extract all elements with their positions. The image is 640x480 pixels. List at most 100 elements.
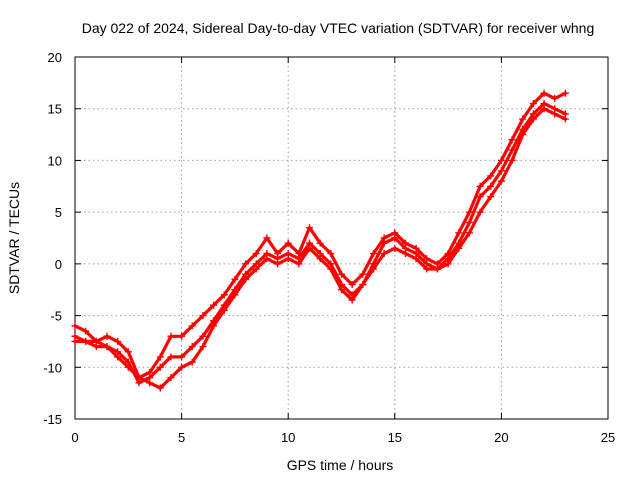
y-tick-label: 15 [48, 102, 62, 117]
data-point [114, 353, 122, 361]
data-point [114, 337, 122, 345]
data-point [188, 343, 196, 351]
series-line [73, 91, 568, 380]
y-tick-label: -15 [43, 412, 62, 427]
data-point [210, 301, 218, 309]
data-point [401, 250, 409, 258]
data-point [348, 296, 356, 304]
data-point [561, 89, 569, 97]
x-axis-label: GPS time / hours [287, 457, 394, 473]
data-point [508, 146, 516, 154]
data-point [199, 343, 207, 351]
y-axis-ticks: -15 -10 -5 0 5 10 15 20 [43, 50, 608, 427]
data-point [178, 353, 186, 361]
data-point [327, 250, 335, 258]
data-point [220, 306, 228, 314]
data-point [529, 115, 537, 123]
data-point [306, 224, 314, 232]
data-point [338, 270, 345, 278]
data-point [167, 332, 175, 340]
data-point [465, 218, 473, 226]
data-point [487, 193, 495, 201]
data-point [465, 229, 473, 237]
data-point [156, 384, 164, 392]
data-point [71, 337, 79, 345]
data-point [433, 265, 441, 273]
y-tick-label: 20 [48, 50, 62, 65]
grid [75, 57, 608, 419]
data-point [178, 332, 186, 340]
data-point [167, 374, 175, 382]
data-point [497, 177, 505, 185]
data-point [124, 348, 132, 356]
data-point [338, 286, 345, 294]
data-point [391, 244, 399, 252]
data-point [178, 363, 186, 371]
data-point [476, 193, 484, 201]
data-point [316, 255, 324, 263]
data-point [103, 343, 111, 351]
data-point [103, 332, 111, 340]
x-tick-label: 20 [494, 430, 508, 445]
data-point [359, 270, 367, 278]
data-point [497, 167, 505, 175]
y-tick-label: -5 [50, 309, 62, 324]
series-line [73, 107, 568, 390]
data-point [391, 234, 399, 242]
y-tick-label: -10 [43, 360, 62, 375]
data-point [210, 322, 218, 330]
data-point [455, 229, 463, 237]
data-point [199, 312, 207, 320]
x-tick-label: 15 [388, 430, 402, 445]
data-point [455, 244, 463, 252]
data-point [231, 291, 239, 299]
data-point [380, 250, 388, 258]
x-tick-label: 25 [601, 430, 615, 445]
series-track-1 [71, 89, 569, 382]
data-point [316, 239, 324, 247]
data-point [348, 281, 356, 289]
x-tick-label: 0 [71, 430, 78, 445]
data-point [295, 260, 303, 268]
data-point [369, 250, 377, 258]
data-point [540, 89, 548, 97]
data-point [476, 182, 484, 190]
data-point [124, 363, 132, 371]
data-point [412, 255, 420, 263]
data-point [242, 260, 250, 268]
data-point [274, 260, 282, 268]
data-point [156, 353, 164, 361]
data-point [508, 136, 516, 144]
data-point [82, 337, 90, 345]
data-point [327, 265, 335, 273]
data-point [231, 275, 239, 283]
data-point [476, 208, 484, 216]
data-point [252, 250, 260, 258]
data-point [423, 265, 431, 273]
data-point [487, 182, 495, 190]
data-point [306, 244, 314, 252]
series-layer [71, 89, 569, 392]
data-point [508, 156, 516, 164]
data-point [444, 260, 452, 268]
data-point [487, 172, 495, 180]
data-point [359, 281, 367, 289]
y-tick-label: 5 [55, 205, 62, 220]
data-point [551, 110, 559, 118]
data-point [519, 115, 527, 123]
x-tick-label: 10 [281, 430, 295, 445]
data-point [263, 234, 271, 242]
y-tick-label: 0 [55, 257, 62, 272]
data-point [188, 358, 196, 366]
data-point [199, 332, 207, 340]
data-point [220, 291, 228, 299]
y-tick-label: 10 [48, 153, 62, 168]
data-point [380, 239, 388, 247]
series-track-3 [71, 105, 569, 392]
x-tick-label: 5 [178, 430, 185, 445]
data-point [540, 105, 548, 113]
data-point [252, 265, 260, 273]
data-point [465, 208, 473, 216]
data-point [146, 379, 154, 387]
data-point [135, 374, 143, 382]
